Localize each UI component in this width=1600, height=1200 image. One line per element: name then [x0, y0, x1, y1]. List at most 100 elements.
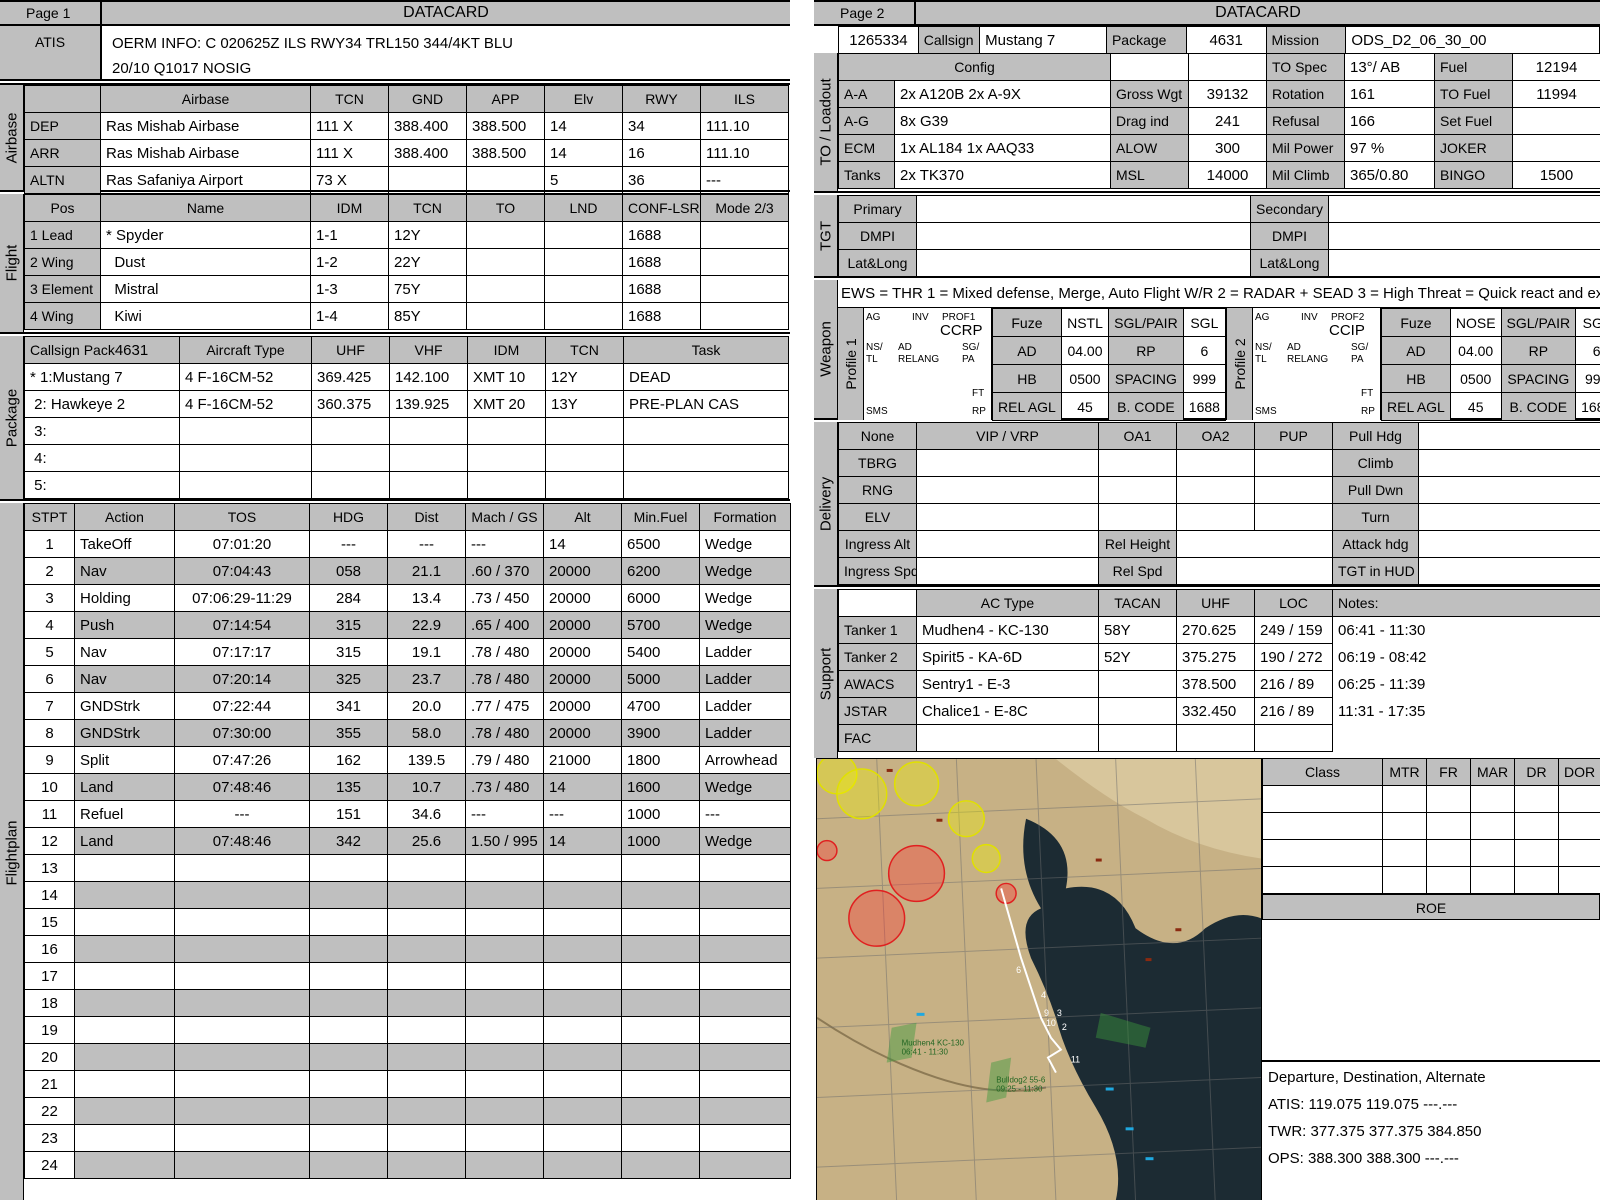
flightplan-cell [621, 881, 700, 909]
threat-cell [1382, 839, 1427, 867]
flightplan-cell [465, 908, 544, 936]
flightplan-cell [387, 989, 466, 1017]
package-cell [311, 444, 390, 472]
mission-package: 4631 [1185, 26, 1267, 54]
profile-cell: HB [992, 364, 1062, 393]
flightplan-cell: 18 [24, 989, 75, 1017]
flightplan-cell [465, 881, 544, 909]
flight-cell: 1688 [622, 248, 701, 276]
support-cell: Tanker 2 [838, 643, 917, 671]
flightplan-cell: 1800 [621, 746, 700, 774]
flightplan-cell [387, 854, 466, 882]
flightplan-cell [174, 881, 310, 909]
airbase-cell: DEP [24, 112, 101, 140]
page-header: Page 1 DATACARD [0, 2, 790, 26]
profile-cell: SGL [1575, 308, 1600, 337]
mission-mission-label: Mission [1265, 26, 1347, 54]
loadout-cell: Rotation [1266, 80, 1345, 108]
flightplan-cell: 07:01:20 [174, 530, 310, 558]
package-cell [623, 444, 789, 472]
column-header: Dist [387, 503, 466, 531]
flightplan-cell: 10 [24, 773, 75, 801]
column-header: Task [623, 336, 789, 364]
dial-sms: SMS [866, 406, 888, 417]
map-waypoint-4: 4 [1041, 990, 1046, 1000]
delivery-blank [1098, 503, 1177, 531]
flight-cell: 1 Lead [24, 221, 101, 249]
flight-cell: 1-3 [310, 275, 389, 303]
package-cell [389, 444, 468, 472]
support-cell: 11:31 - 17:35 [1332, 697, 1600, 725]
mission-callsign: Mustang 7 [979, 26, 1107, 54]
threat-cell [1382, 866, 1427, 894]
column-header: Aircraft Type [179, 336, 312, 364]
dial-inv: INV [912, 312, 929, 323]
airbase-cell: ALTN [24, 166, 101, 194]
threat-table: Class MTR FR MAR DR DOR [1262, 758, 1600, 894]
profile-label: Profile 2 [1227, 308, 1253, 420]
threat-cell [1262, 785, 1383, 813]
flightplan-cell: 14 [543, 827, 622, 855]
flightplan-cell: .60 / 370 [465, 557, 544, 585]
flightplan-cell [74, 1097, 175, 1125]
mission-map[interactable]: 6 4 3 2 10 9 11 Mudhen4 KC-130 06:41 - 1… [816, 758, 1262, 1200]
table-row: 8 GNDStrk 07:30:00 355 58.0.78 / 480 20000 390… [24, 719, 791, 747]
threat-cell [1426, 866, 1471, 894]
loadout-section: TO / Loadout Config TO Spec 13°/ AB Fuel 121… [814, 53, 1600, 193]
table-row: DEP Ras Mishab Airbase 111 X 388.400 388.500… [24, 112, 789, 140]
flightplan-cell: 15 [24, 908, 75, 936]
tgt-cell [1328, 249, 1600, 277]
flightplan-cell: 162 [309, 746, 388, 774]
profile-cell: 0500 [1449, 364, 1502, 393]
flightplan-cell [699, 989, 791, 1017]
flightplan-cell: Ladder [699, 638, 791, 666]
flight-cell [466, 221, 545, 249]
flightplan-cell: 342 [309, 827, 388, 855]
table-row [1262, 812, 1600, 840]
flightplan-cell: 07:06:29-11:29 [174, 584, 310, 612]
table-row: Tanker 1 Mudhen4 - KC-130 58Y 270.625 249 / … [838, 616, 1600, 644]
delivery-blank [1254, 476, 1333, 504]
profile-cell: 6 [1182, 336, 1227, 365]
table-row: 13 [24, 854, 791, 882]
flightplan-cell: 1.50 / 995 [465, 827, 544, 855]
loadout-cell: ECM [838, 134, 895, 162]
page-title: DATACARD [102, 2, 790, 24]
flightplan-cell: --- [699, 800, 791, 828]
flightplan-cell: 58.0 [387, 719, 466, 747]
delivery-label: TBRG [838, 449, 917, 477]
flight-cell: 1688 [622, 221, 701, 249]
flightplan-cell: Ladder [699, 692, 791, 720]
profile-cell: HB [1381, 364, 1451, 393]
flightplan-cell [621, 935, 700, 963]
profile-cell: 45 [1449, 392, 1502, 421]
flightplan-cell [465, 1151, 544, 1179]
table-row: 2 Wing Dust 1-2 22Y 1688 [24, 248, 789, 276]
profile-cell: AD [1381, 336, 1451, 365]
flightplan-cell: .65 / 400 [465, 611, 544, 639]
package-cell: XMT 20 [467, 390, 546, 418]
threat-cell [1514, 812, 1559, 840]
flightplan-cell: 1600 [621, 773, 700, 801]
flightplan-cell [543, 1124, 622, 1152]
profile-cell: 1688 [1575, 392, 1600, 421]
dial-inv: INV [1301, 312, 1318, 323]
tgt-cell [1328, 195, 1600, 223]
table-row: 4: [24, 444, 789, 472]
delivery-blank [1418, 422, 1600, 450]
flightplan-cell [387, 962, 466, 990]
support-cell: 216 / 89 [1254, 697, 1333, 725]
column-header: TO [466, 194, 545, 222]
table-row: 4 Push 07:14:54 315 22.9.65 / 400 20000 5700 We… [24, 611, 791, 639]
flightplan-cell: 12 [24, 827, 75, 855]
weapon-section-label: Weapon [814, 280, 838, 418]
threat-cell [1470, 785, 1515, 813]
flightplan-cell [387, 1016, 466, 1044]
flight-cell: Dust [100, 248, 311, 276]
airbase-cell: 111 X [310, 139, 389, 167]
support-header: AC Type [916, 589, 1099, 617]
flightplan-cell: --- [309, 530, 388, 558]
flightplan-cell: 11 [24, 800, 75, 828]
profile-cell: NSTL [1060, 308, 1110, 337]
tgt-cell: Primary [838, 195, 917, 223]
